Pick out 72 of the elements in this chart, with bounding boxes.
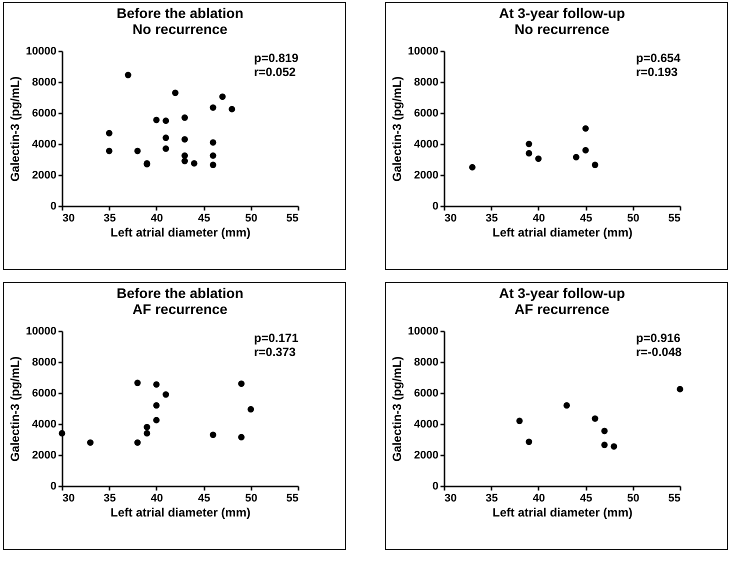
y-tick-label: 4000	[414, 418, 438, 430]
chart-subtitle: AF recurrence	[132, 301, 228, 317]
y-tick-label: 2000	[414, 450, 438, 462]
x-tick-label: 40	[532, 492, 546, 504]
y-tick-label: 2000	[32, 170, 56, 182]
y-tick-label: 4000	[32, 418, 56, 430]
x-tick-label: 55	[668, 492, 680, 504]
x-axis-title: Left atrial diameter (mm)	[110, 506, 251, 520]
annotation: r=0.052	[254, 65, 296, 79]
annotation: r=0.373	[254, 345, 296, 359]
y-tick-label: 6000	[32, 388, 56, 400]
y-tick-label: 10000	[26, 46, 56, 58]
x-tick-label: 50	[627, 492, 640, 504]
x-tick-label: 30	[62, 212, 75, 224]
chart-title: At 3-year follow-up	[498, 285, 626, 301]
y-tick-label: 10000	[408, 46, 438, 58]
x-tick-label: 50	[245, 492, 258, 504]
x-axis-title: Left atrial diameter (mm)	[492, 506, 633, 520]
x-tick-label: 40	[150, 492, 164, 504]
x-tick-label: 50	[245, 212, 258, 224]
annotation: r=-0.048	[636, 345, 682, 359]
x-tick-label: 30	[62, 492, 75, 504]
x-tick-label: 40	[150, 212, 164, 224]
x-axis-title: Left atrial diameter (mm)	[492, 226, 633, 240]
y-tick-label: 0	[50, 200, 56, 212]
x-tick-label: 45	[580, 492, 592, 504]
y-tick-label: 2000	[414, 170, 438, 182]
y-axis-title: Galectin-3 (pg/mL)	[390, 356, 404, 462]
annotation: r=0.193	[636, 65, 678, 79]
annotation: p=0.171	[254, 331, 299, 345]
y-tick-label: 8000	[414, 356, 438, 368]
annotation: p=0.819	[254, 51, 299, 65]
x-tick-label: 35	[104, 212, 116, 224]
annotation: p=0.654	[636, 51, 681, 65]
x-tick-label: 50	[627, 212, 640, 224]
y-axis-title: Galectin-3 (pg/mL)	[8, 76, 22, 182]
y-axis-title: Galectin-3 (pg/mL)	[8, 356, 22, 462]
annotation: p=0.916	[636, 331, 681, 345]
x-tick-label: 35	[486, 212, 498, 224]
chart-subtitle: No recurrence	[132, 21, 228, 37]
y-tick-label: 2000	[32, 450, 56, 462]
y-axis-title: Galectin-3 (pg/mL)	[390, 76, 404, 182]
x-tick-label: 35	[486, 492, 498, 504]
y-tick-label: 8000	[414, 76, 438, 88]
y-tick-label: 6000	[414, 388, 438, 400]
y-tick-label: 0	[432, 480, 438, 492]
chart-subtitle: No recurrence	[514, 21, 610, 37]
x-tick-label: 35	[104, 492, 116, 504]
x-tick-label: 30	[444, 212, 457, 224]
y-tick-label: 10000	[408, 326, 438, 338]
y-tick-label: 0	[432, 200, 438, 212]
chart-title: Before the ablation	[116, 285, 244, 301]
y-tick-label: 8000	[32, 76, 56, 88]
x-tick-label: 55	[286, 492, 298, 504]
x-tick-label: 55	[668, 212, 680, 224]
x-axis-title: Left atrial diameter (mm)	[110, 226, 251, 240]
y-tick-label: 6000	[32, 108, 56, 120]
x-tick-label: 55	[286, 212, 298, 224]
y-tick-label: 10000	[26, 326, 56, 338]
x-tick-label: 40	[532, 212, 546, 224]
x-tick-label: 45	[198, 492, 210, 504]
x-tick-label: 30	[444, 492, 457, 504]
chart-title: At 3-year follow-up	[498, 5, 626, 21]
x-tick-label: 45	[198, 212, 210, 224]
chart-subtitle: AF recurrence	[514, 301, 610, 317]
chart-title: Before the ablation	[116, 5, 244, 21]
y-tick-label: 6000	[414, 108, 438, 120]
y-tick-label: 4000	[414, 138, 438, 150]
x-tick-label: 45	[580, 212, 592, 224]
y-tick-label: 8000	[32, 356, 56, 368]
y-tick-label: 4000	[32, 138, 56, 150]
y-tick-label: 0	[50, 480, 56, 492]
